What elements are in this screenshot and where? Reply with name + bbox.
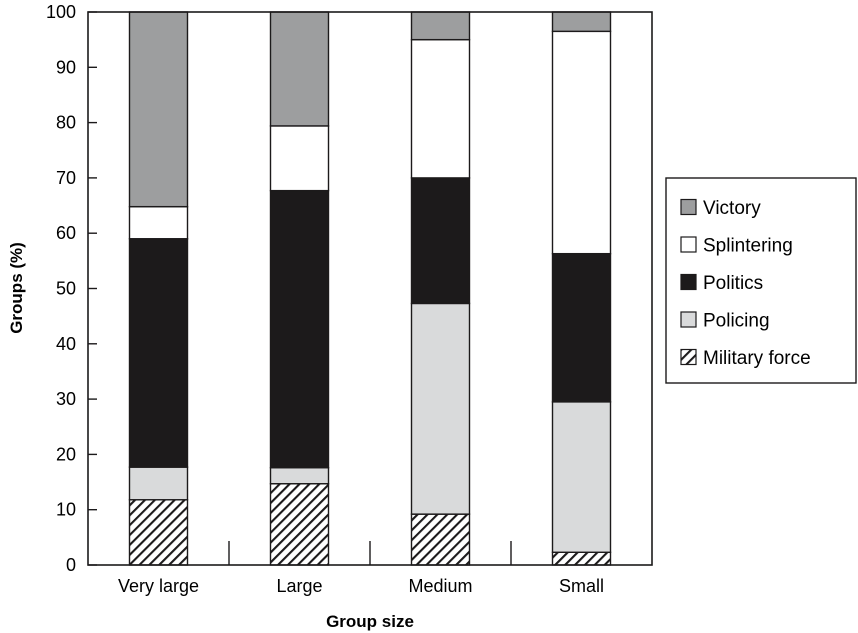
bar-segment-medium-splintering [412,40,470,178]
legend-swatch-splintering [681,237,696,252]
x-tick-label-small: Small [559,576,604,596]
bar-segment-small-policing [553,402,611,552]
bar-segment-large-splintering [271,126,329,191]
legend-swatch-military-force [681,350,696,365]
y-tick-label-40: 40 [56,334,76,354]
x-axis: Very large Large Medium Small [118,541,604,596]
legend-label-policing: Policing [703,311,770,332]
bar-segment-very-large-military-force [130,500,188,565]
bar-segment-large-military-force [271,484,329,565]
legend-swatch-victory [681,200,696,215]
legend-label-victory: Victory [703,198,761,219]
y-tick-label-70: 70 [56,168,76,188]
y-tick-label-60: 60 [56,223,76,243]
y-tick-label-30: 30 [56,389,76,409]
y-tick-label-0: 0 [66,555,76,575]
bar-segment-small-politics [553,254,611,402]
y-tick-label-80: 80 [56,113,76,133]
bar-segment-medium-military-force [412,514,470,565]
legend-swatch-politics [681,275,696,290]
bar-segment-medium-policing [412,303,470,514]
x-tick-label-large: Large [276,576,322,596]
legend-label-politics: Politics [703,273,763,294]
legend-label-military-force: Military force [703,348,811,369]
y-axis: 0 10 20 30 40 50 60 70 80 90 100 [46,2,97,575]
bar-segment-very-large-splintering [130,207,188,239]
y-tick-label-90: 90 [56,57,76,77]
bar-segment-large-policing [271,468,329,484]
legend-swatch-policing [681,312,696,327]
legend: Victory Splintering Politics Policing Milita… [666,178,856,383]
y-tick-label-20: 20 [56,444,76,464]
bar-segment-medium-politics [412,178,470,304]
y-axis-title: Groups (%) [7,242,26,334]
bar-segment-large-politics [271,191,329,468]
x-axis-title: Group size [326,612,414,631]
legend-label-splintering: Splintering [703,236,793,257]
bar-segment-very-large-policing [130,467,188,500]
bar-segment-small-military-force [553,552,611,565]
y-tick-label-100: 100 [46,2,76,22]
bar-segment-large-victory [271,12,329,126]
bar-segment-very-large-victory [130,12,188,207]
y-tick-label-10: 10 [56,500,76,520]
x-tick-label-medium: Medium [408,576,472,596]
x-tick-label-very-large: Very large [118,576,199,596]
bar-segment-very-large-politics [130,239,188,467]
plot-area [88,12,652,565]
bar-segment-small-victory [553,12,611,31]
bar-segment-small-splintering [553,31,611,253]
y-tick-label-50: 50 [56,279,76,299]
bar-segment-medium-victory [412,12,470,40]
